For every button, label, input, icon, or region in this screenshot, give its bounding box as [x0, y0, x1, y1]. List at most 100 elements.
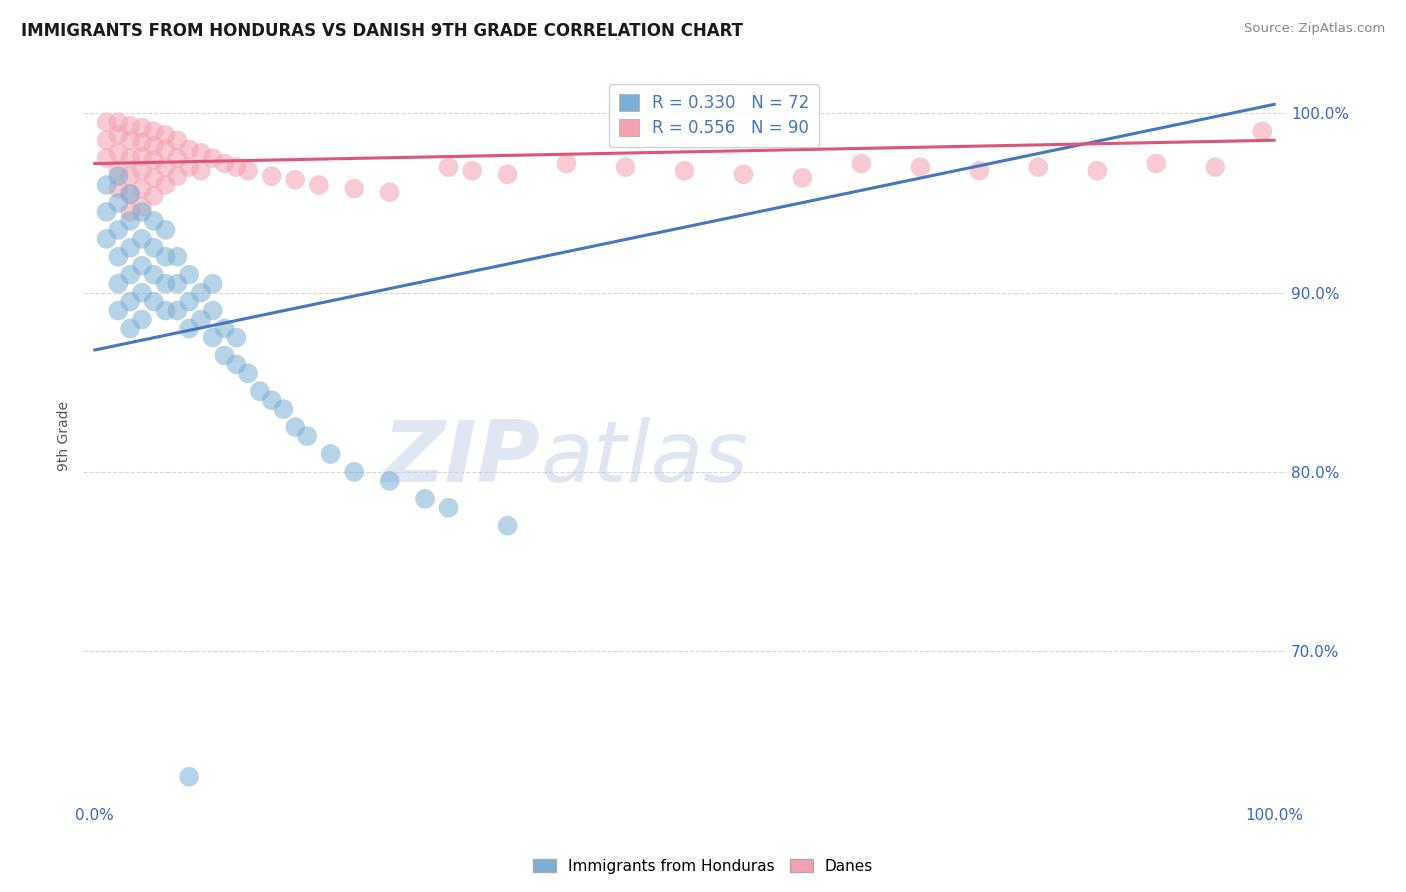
Point — [166, 169, 188, 183]
Point — [107, 303, 129, 318]
Point — [201, 330, 224, 344]
Point — [120, 321, 142, 335]
Point — [378, 186, 401, 200]
Point — [166, 303, 188, 318]
Point — [308, 178, 330, 192]
Point — [225, 160, 247, 174]
Text: Source: ZipAtlas.com: Source: ZipAtlas.com — [1244, 22, 1385, 36]
Point — [131, 205, 153, 219]
Point — [214, 348, 236, 362]
Point — [155, 223, 177, 237]
Point — [131, 120, 153, 135]
Y-axis label: 9th Grade: 9th Grade — [58, 401, 72, 471]
Point — [131, 149, 153, 163]
Point — [437, 160, 460, 174]
Point — [969, 163, 991, 178]
Point — [142, 294, 165, 309]
Point — [179, 321, 201, 335]
Point — [107, 145, 129, 160]
Point — [107, 223, 129, 237]
Point — [673, 163, 696, 178]
Point — [225, 357, 247, 371]
Point — [179, 268, 201, 282]
Point — [120, 268, 142, 282]
Point — [190, 312, 212, 326]
Point — [142, 214, 165, 228]
Legend: R = 0.330   N = 72, R = 0.556   N = 90: R = 0.330 N = 72, R = 0.556 N = 90 — [609, 84, 820, 147]
Point — [461, 163, 484, 178]
Point — [166, 151, 188, 165]
Point — [120, 119, 142, 133]
Point — [120, 187, 142, 202]
Point — [284, 172, 307, 186]
Point — [142, 241, 165, 255]
Point — [343, 465, 366, 479]
Point — [1144, 156, 1167, 170]
Point — [179, 770, 201, 784]
Point — [190, 285, 212, 300]
Legend: Immigrants from Honduras, Danes: Immigrants from Honduras, Danes — [527, 853, 879, 880]
Point — [131, 200, 153, 214]
Point — [792, 170, 814, 185]
Point — [214, 156, 236, 170]
Point — [851, 156, 873, 170]
Point — [1251, 124, 1274, 138]
Point — [107, 128, 129, 142]
Point — [142, 268, 165, 282]
Point — [96, 178, 118, 192]
Point — [131, 232, 153, 246]
Point — [107, 181, 129, 195]
Point — [496, 167, 519, 181]
Point — [260, 393, 283, 408]
Point — [107, 115, 129, 129]
Point — [496, 518, 519, 533]
Point — [96, 232, 118, 246]
Point — [236, 163, 259, 178]
Point — [166, 250, 188, 264]
Point — [179, 160, 201, 174]
Point — [120, 187, 142, 202]
Point — [260, 169, 283, 183]
Point — [131, 135, 153, 149]
Point — [131, 181, 153, 195]
Point — [201, 151, 224, 165]
Point — [166, 277, 188, 291]
Point — [120, 205, 142, 219]
Point — [142, 124, 165, 138]
Point — [120, 169, 142, 183]
Point — [214, 321, 236, 335]
Point — [1204, 160, 1226, 174]
Point — [107, 250, 129, 264]
Point — [155, 160, 177, 174]
Point — [142, 138, 165, 153]
Point — [190, 145, 212, 160]
Point — [1085, 163, 1108, 178]
Text: IMMIGRANTS FROM HONDURAS VS DANISH 9TH GRADE CORRELATION CHART: IMMIGRANTS FROM HONDURAS VS DANISH 9TH G… — [21, 22, 744, 40]
Point — [96, 133, 118, 147]
Point — [96, 115, 118, 129]
Point — [131, 163, 153, 178]
Point — [284, 420, 307, 434]
Point — [107, 169, 129, 183]
Point — [166, 133, 188, 147]
Text: ZIP: ZIP — [382, 417, 540, 500]
Point — [273, 402, 295, 417]
Point — [910, 160, 932, 174]
Point — [155, 250, 177, 264]
Point — [343, 181, 366, 195]
Point — [201, 277, 224, 291]
Point — [120, 214, 142, 228]
Point — [131, 259, 153, 273]
Point — [236, 367, 259, 381]
Point — [120, 133, 142, 147]
Point — [555, 156, 578, 170]
Point — [120, 151, 142, 165]
Point — [107, 277, 129, 291]
Point — [733, 167, 755, 181]
Point — [155, 178, 177, 192]
Point — [120, 294, 142, 309]
Text: atlas: atlas — [540, 417, 748, 500]
Point — [96, 151, 118, 165]
Point — [179, 294, 201, 309]
Point — [201, 303, 224, 318]
